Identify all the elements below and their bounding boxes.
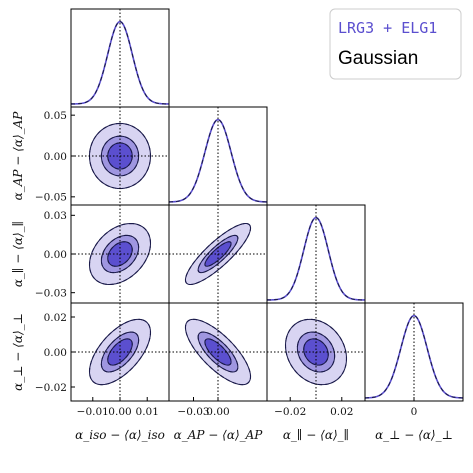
ylabel-alpha_par: α_∥ − ⟨α⟩_∥: [11, 221, 25, 287]
legend-box: LRG3 + ELG1 Gaussian: [329, 8, 462, 80]
marginal-gaussian-alpha_perp: [365, 315, 463, 399]
panel-3-0: −0.020.000.02−0.01 0.00 0.01: [35, 302, 170, 418]
gaussian-contour-2sigma: [197, 331, 239, 373]
xtick-label: 0.02: [330, 406, 353, 418]
panel-3-1: −0.030.00: [168, 302, 268, 418]
panel-2-2: [266, 204, 366, 304]
gaussian-contour-2sigma: [197, 234, 239, 274]
panel-1-1: [168, 106, 268, 206]
ylabel-alpha_perp: α_⊥ − ⟨α⟩_⊥: [11, 313, 25, 391]
gaussian-contour-2sigma: [100, 331, 140, 373]
marginal-gaussian-alpha_AP: [169, 119, 267, 203]
gaussian-contour-3sigma: [88, 222, 152, 286]
xtick-label: −0.01: [77, 406, 109, 418]
marginal-gaussian-alpha_iso: [71, 21, 169, 105]
panel-3-3: 0: [364, 302, 464, 418]
xlabel-alpha_par: α_∥ − ⟨α⟩_∥: [283, 428, 349, 442]
ytick-label: 0.00: [44, 347, 67, 359]
y-axis-labels: α_AP − ⟨α⟩_AP α_∥ − ⟨α⟩_∥ α_⊥ − ⟨α⟩_⊥: [11, 111, 25, 391]
gaussian-contour-3sigma: [88, 318, 152, 386]
marginal-gaussian-alpha_par: [267, 217, 365, 301]
legend-entry-dataset: LRG3 + ELG1: [338, 19, 437, 37]
ylabel-alpha_AP: α_AP − ⟨α⟩_AP: [11, 111, 25, 201]
xtick-label: 0.01: [136, 406, 159, 418]
ytick-label: 0.00: [44, 249, 67, 261]
panels-layer: −0.050.000.05−0.030.000.03−0.020.000.02−…: [35, 8, 464, 418]
ytick-label: 0.03: [44, 210, 67, 222]
gaussian-contour-1sigma: [107, 338, 133, 366]
gaussian-contour-2sigma: [296, 331, 336, 373]
x-axis-labels: α_iso − ⟨α⟩_iso α_AP − ⟨α⟩_AP α_∥ − ⟨α⟩_∥ α…: [75, 428, 453, 442]
xtick-label: 0.00: [206, 406, 229, 418]
gaussian-contour-3sigma: [184, 318, 252, 386]
gaussian-contour-1sigma: [107, 241, 133, 267]
gaussian-contour-3sigma: [284, 318, 348, 386]
xtick-label: −0.02: [274, 406, 306, 418]
ytick-label: 0.00: [44, 151, 67, 163]
panel-1-0: −0.05 0.00 0.05: [35, 106, 170, 206]
ytick-label: −0.03: [35, 287, 67, 299]
ytick-label: −0.05: [35, 192, 67, 204]
xlabel-alpha_perp: α_⊥ − ⟨α⟩_⊥: [375, 428, 453, 442]
gaussian-contour-3sigma: [184, 222, 252, 286]
gaussian-contour-2sigma: [100, 234, 140, 274]
gaussian-contour-2sigma: [100, 135, 140, 177]
ytick-label: 0.02: [44, 312, 67, 324]
panel-2-1: [168, 204, 268, 304]
xlabel-alpha_AP: α_AP − ⟨α⟩_AP: [174, 428, 264, 442]
xlabel-alpha_iso: α_iso − ⟨α⟩_iso: [75, 428, 165, 442]
gaussian-contour-1sigma: [204, 241, 232, 267]
ytick-label: 0.05: [44, 110, 67, 122]
xtick-label: 0: [411, 406, 418, 418]
xtick-label: 0.00: [108, 406, 131, 418]
legend-entry-gaussian: Gaussian: [338, 48, 418, 69]
panel-0-0: [70, 8, 170, 108]
ytick-label: −0.02: [35, 382, 67, 394]
xtick-label: −0.03: [177, 406, 209, 418]
panel-2-0: −0.03 0.00 0.03: [35, 204, 170, 304]
gaussian-contour-1sigma: [107, 142, 133, 170]
panel-3-2: −0.02 0.02: [266, 302, 366, 418]
